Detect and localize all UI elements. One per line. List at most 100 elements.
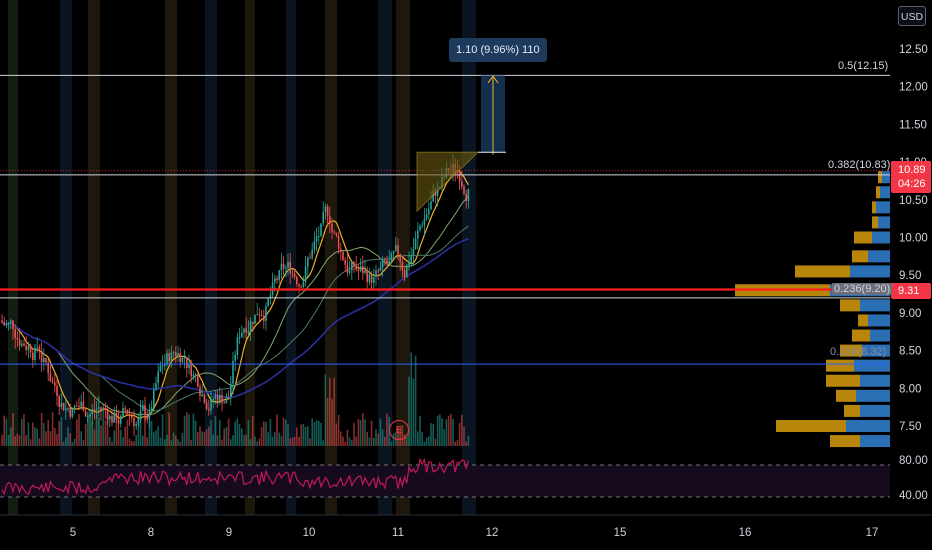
- candle-body: [373, 277, 375, 283]
- candle-body: [421, 225, 423, 227]
- volume-bar: [18, 435, 21, 446]
- candle-body: [62, 403, 65, 411]
- candle-body: [89, 414, 91, 417]
- volume-bar: [159, 437, 162, 446]
- candle-body: [135, 424, 137, 426]
- volume-bar: [445, 419, 448, 446]
- time-axis-label: 15: [613, 527, 627, 539]
- candle-body: [106, 408, 109, 420]
- candle-body: [5, 324, 8, 326]
- volume-bar: [232, 435, 234, 446]
- horizontal-levels: [0, 74, 890, 365]
- volume-profile-up: [850, 265, 890, 278]
- volume-bar: [293, 437, 296, 446]
- candle-body: [49, 373, 52, 382]
- candle-body: [423, 218, 426, 226]
- candle-body: [282, 263, 285, 269]
- candle-body: [1, 320, 3, 323]
- candle-body: [388, 260, 390, 264]
- volume-bar: [278, 432, 280, 446]
- candle-body: [401, 262, 404, 271]
- candle-body: [172, 352, 175, 354]
- volume-bar: [78, 414, 80, 446]
- candle-body: [142, 405, 144, 411]
- volume-bar: [93, 429, 96, 446]
- candle-body: [412, 249, 415, 256]
- moving-average-line: [1, 195, 469, 416]
- candle-body: [225, 396, 228, 404]
- volume-bar: [161, 414, 164, 446]
- volume-bar: [177, 439, 179, 446]
- candle-body: [113, 412, 115, 423]
- candle-body: [247, 331, 250, 333]
- volume-bar: [47, 419, 49, 446]
- candle-body: [384, 260, 386, 262]
- candle-body: [265, 305, 267, 321]
- candle-body: [192, 374, 195, 377]
- volume-bar: [82, 439, 85, 446]
- volume-bar: [335, 423, 338, 446]
- volume-bar: [95, 414, 98, 446]
- candle-body: [36, 347, 38, 349]
- candle-body: [45, 358, 47, 363]
- last-price-tag: 10.89 04:26: [891, 161, 931, 193]
- volume-profile-down: [795, 265, 850, 278]
- volume-profile-up: [882, 171, 890, 184]
- volume-bar: [238, 424, 241, 446]
- candle-body: [340, 248, 342, 252]
- volume-bar: [38, 438, 41, 446]
- candle-body: [69, 408, 71, 417]
- volume-profile-down: [878, 171, 882, 184]
- volume-bar: [62, 441, 65, 446]
- candle-body: [161, 365, 164, 367]
- session-stripe: [88, 0, 100, 515]
- candle-body: [291, 272, 294, 274]
- candle-body: [18, 339, 21, 346]
- candle-body: [386, 260, 388, 264]
- volume-bar: [243, 434, 245, 446]
- volume-bar: [403, 434, 406, 446]
- candle-body: [186, 357, 188, 369]
- candle-body: [351, 262, 353, 271]
- candle-body: [331, 223, 333, 232]
- volume-bar: [208, 426, 210, 446]
- volume-profile-up: [856, 389, 890, 402]
- volume-profile-down: [840, 299, 860, 312]
- volume-bar: [452, 418, 454, 446]
- candles: [1, 154, 470, 436]
- price-scale-label: 12.50: [899, 44, 928, 56]
- price-scale-label: 8.00: [899, 383, 921, 395]
- volume-bar: [289, 438, 291, 446]
- candle-body: [467, 189, 470, 202]
- candle-body: [124, 408, 126, 410]
- volume-bar: [135, 435, 137, 446]
- candle-body: [150, 407, 153, 411]
- candle-body: [357, 269, 360, 272]
- volume-bar: [241, 428, 243, 446]
- earnings-marker[interactable]: E: [389, 420, 409, 440]
- candle-body: [397, 245, 399, 255]
- volume-profile-down: [826, 359, 854, 372]
- candle-body: [362, 266, 364, 273]
- candle-body: [214, 395, 217, 400]
- volume-bar: [436, 415, 439, 446]
- volume-bar: [36, 428, 38, 446]
- volume-bar: [69, 433, 71, 446]
- volume-bar: [454, 441, 456, 446]
- volume-profile-down: [876, 186, 880, 199]
- volume-bar: [304, 426, 307, 446]
- volume-bar: [450, 413, 452, 446]
- volume-bar: [428, 436, 430, 446]
- volume-bar: [274, 431, 276, 446]
- candle-body: [82, 401, 85, 411]
- volume-bar: [423, 441, 426, 446]
- candle-body: [87, 416, 89, 418]
- time-axis-label: 8: [147, 527, 155, 539]
- currency-button[interactable]: USD: [898, 6, 926, 26]
- volume-bar: [1, 434, 3, 446]
- volume-bar: [188, 414, 190, 446]
- volume-bar: [117, 430, 120, 446]
- time-axis-label: 17: [865, 527, 879, 539]
